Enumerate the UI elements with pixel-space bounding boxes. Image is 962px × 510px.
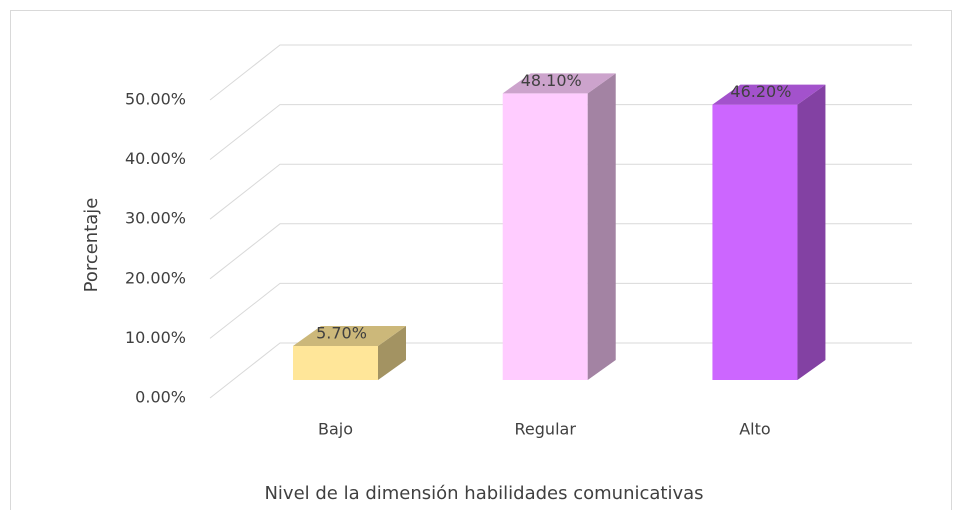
x-tick-label: Bajo xyxy=(318,420,353,439)
y-tick-label: 10.00% xyxy=(125,328,186,347)
data-label: 46.20% xyxy=(730,82,791,101)
bar-top xyxy=(502,73,616,94)
bar-front xyxy=(502,93,588,380)
y-tick-label: 40.00% xyxy=(125,149,186,168)
bar xyxy=(293,326,406,380)
bar-side xyxy=(378,326,406,380)
bar-top xyxy=(712,84,826,105)
bar-side xyxy=(587,73,616,380)
bar-front xyxy=(293,346,378,380)
y-tick-label: 0.00% xyxy=(135,388,186,407)
x-axis-title: Nivel de la dimensión habilidades comuni… xyxy=(264,483,703,504)
data-label: 5.70% xyxy=(316,324,367,343)
bar xyxy=(712,84,826,380)
grid-line xyxy=(209,342,912,399)
bar-side xyxy=(797,84,826,380)
grid-line xyxy=(209,223,912,280)
y-tick-label: 20.00% xyxy=(125,268,186,287)
data-label: 48.10% xyxy=(521,71,582,90)
chart-border xyxy=(10,10,952,510)
grid-line xyxy=(209,163,912,220)
x-tick-label: Alto xyxy=(739,420,770,439)
bar xyxy=(502,73,616,380)
bar-top xyxy=(293,326,406,347)
grid-line xyxy=(209,104,912,160)
bar-front xyxy=(712,104,798,380)
y-axis-title: Porcentaje xyxy=(81,198,102,293)
grid-line xyxy=(209,282,912,339)
grid-line xyxy=(209,44,912,101)
y-tick-label: 50.00% xyxy=(125,90,186,109)
x-tick-label: Regular xyxy=(515,420,577,439)
y-tick-label: 30.00% xyxy=(125,209,186,228)
